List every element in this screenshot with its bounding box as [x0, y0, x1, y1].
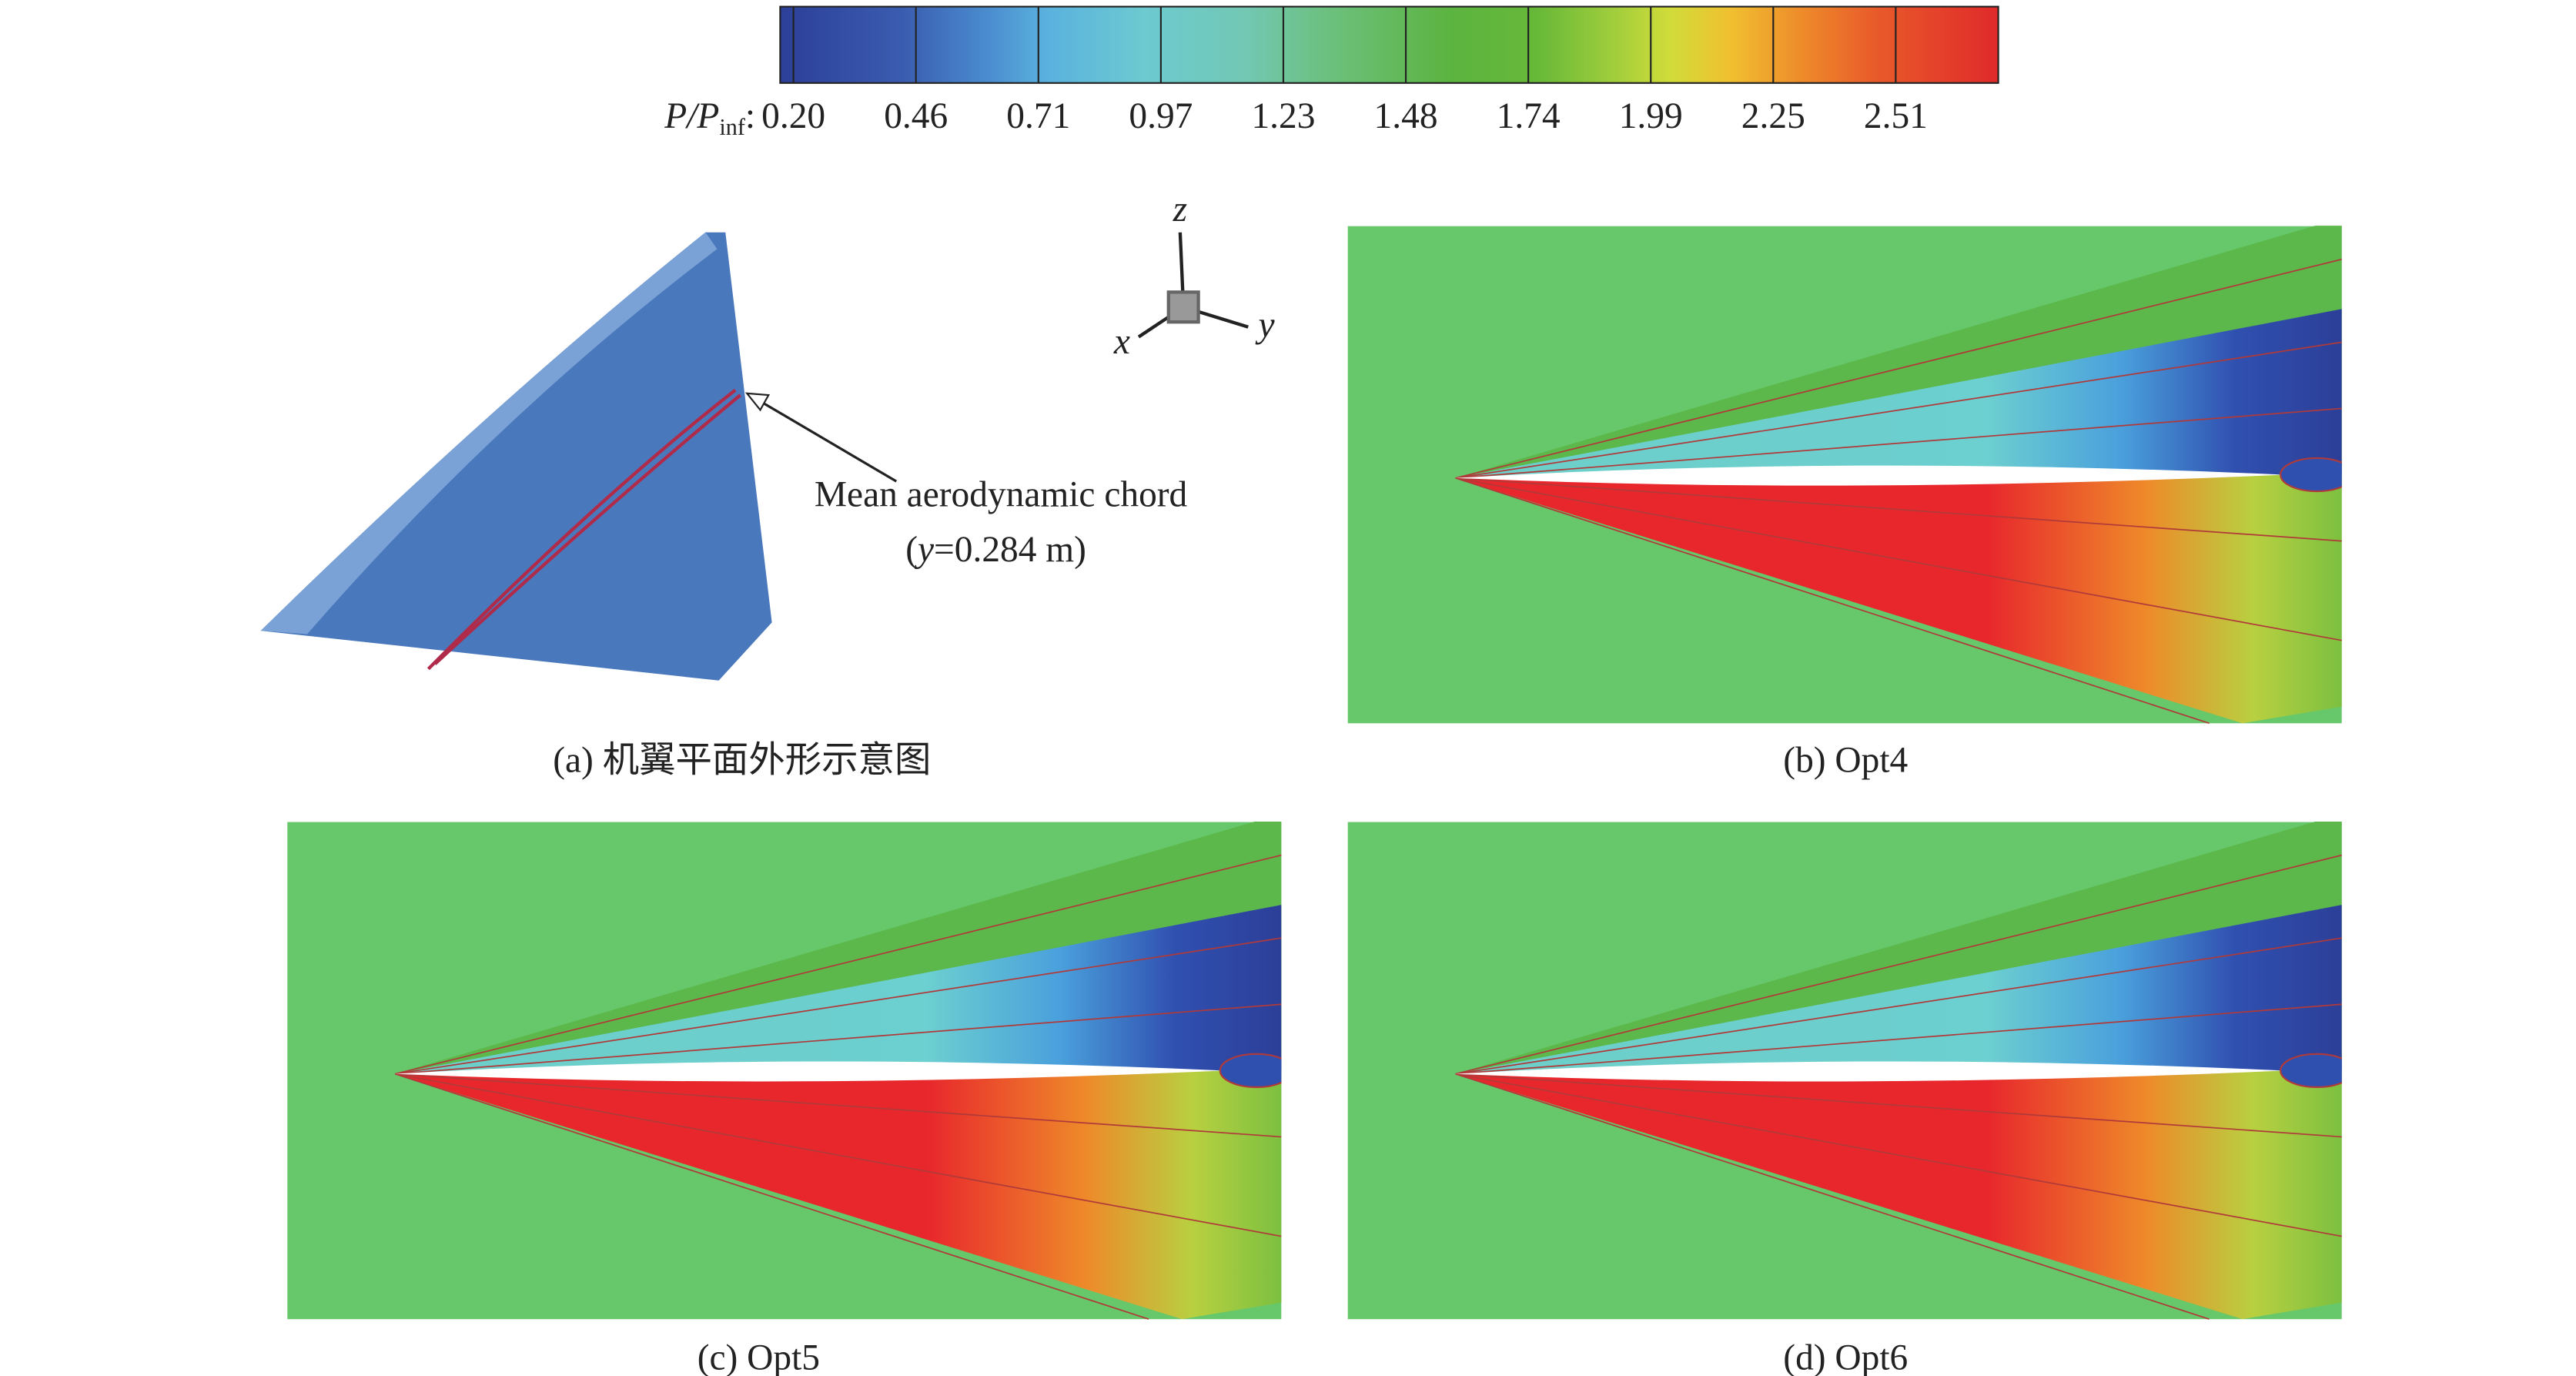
wing [260, 232, 898, 681]
colorbar-tick-label: 2.51 [1864, 96, 1928, 136]
colorbar-tick-label: 1.48 [1374, 96, 1438, 136]
colorbar-tick-label: 0.71 [1006, 96, 1070, 136]
colorbar-tick-label: 1.74 [1497, 96, 1561, 136]
colorbar-label: P/Pinf: [664, 96, 755, 140]
annotation: Mean aerodynamic chord [815, 475, 1188, 515]
contour-opt5 [287, 822, 1282, 1320]
paren: ( [905, 530, 918, 570]
axes-triad [1137, 232, 1249, 339]
colorbar-tick-label: 0.20 [761, 96, 825, 136]
caption: (a) 机翼平面外形示意图 [553, 740, 931, 780]
caption: (d) Opt6 [1783, 1337, 1908, 1376]
caption: (c) Opt5 [698, 1337, 820, 1376]
var: y [915, 530, 935, 570]
colorbar-tick-label: 0.97 [1129, 96, 1193, 136]
colorbar-tick-label: 1.23 [1251, 96, 1315, 136]
colorbar-tick-label: 2.25 [1741, 96, 1805, 136]
colorbar-ticks: 0.20 0.46 0.71 0.97 1.23 1.48 1.74 1.99 2.25 2.51 [761, 96, 1928, 136]
annotation-position: (y=0.284 m) [905, 530, 1086, 570]
colorbar [779, 5, 1999, 84]
contour-opt4 [1347, 226, 2342, 724]
label-sep: : [745, 96, 755, 136]
axis-z: z [1173, 189, 1187, 229]
axis-x: x [1113, 322, 1130, 362]
rest: =0.284 m) [934, 530, 1086, 570]
label-sub: inf [719, 114, 745, 140]
contour-opt6 [1347, 822, 2342, 1320]
colorbar-tick-label: 0.46 [884, 96, 948, 136]
caption: (b) Opt4 [1783, 740, 1908, 780]
label-main: P/P [664, 96, 719, 136]
colorbar-lines [792, 6, 1897, 83]
axis-y: y [1255, 306, 1275, 346]
colorbar-tick-label: 1.99 [1619, 96, 1683, 136]
